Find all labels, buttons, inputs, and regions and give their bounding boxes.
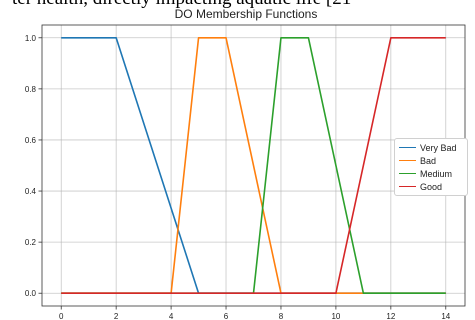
legend-label: Very Bad — [420, 142, 457, 153]
y-tick-label: 0.6 — [25, 136, 37, 145]
legend: Very Bad Bad Medium Good — [394, 138, 468, 196]
legend-item: Good — [399, 180, 463, 193]
x-tick-label: 8 — [279, 312, 284, 320]
x-tick-label: 12 — [386, 312, 395, 320]
x-tick-label: 4 — [169, 312, 174, 320]
legend-swatch — [399, 186, 416, 187]
legend-swatch — [399, 160, 416, 161]
caption-text: ter health, directly impacting aquatic l… — [12, 0, 475, 10]
legend-label: Bad — [420, 155, 437, 166]
legend-label: Medium — [420, 168, 453, 179]
legend-swatch — [399, 147, 416, 148]
y-tick-label: 0.4 — [25, 187, 37, 196]
legend-swatch — [399, 173, 416, 174]
y-tick-label: 0.8 — [25, 85, 37, 94]
y-tick-label: 0.2 — [25, 238, 37, 247]
legend-item: Medium — [399, 167, 463, 180]
y-tick-label: 0.0 — [25, 289, 37, 298]
x-tick-label: 0 — [59, 312, 64, 320]
series-line-good — [61, 36, 446, 295]
series-line-bad — [61, 36, 446, 295]
x-tick-label: 2 — [114, 312, 119, 320]
x-tick-label: 6 — [224, 312, 229, 320]
x-tick-label: 14 — [441, 312, 450, 320]
tick-labels: 0 2 4 6 8 10 12 14 0.0 0.2 0.4 0.6 0.8 1.0 — [25, 34, 451, 320]
chart-title: DO Membership Functions — [175, 7, 318, 21]
legend-item: Very Bad — [399, 141, 463, 154]
y-tick-label: 1.0 — [25, 34, 37, 43]
legend-label: Good — [420, 181, 443, 192]
legend-item: Bad — [399, 154, 463, 167]
x-tick-label: 10 — [331, 312, 340, 320]
series-lines — [61, 36, 446, 295]
